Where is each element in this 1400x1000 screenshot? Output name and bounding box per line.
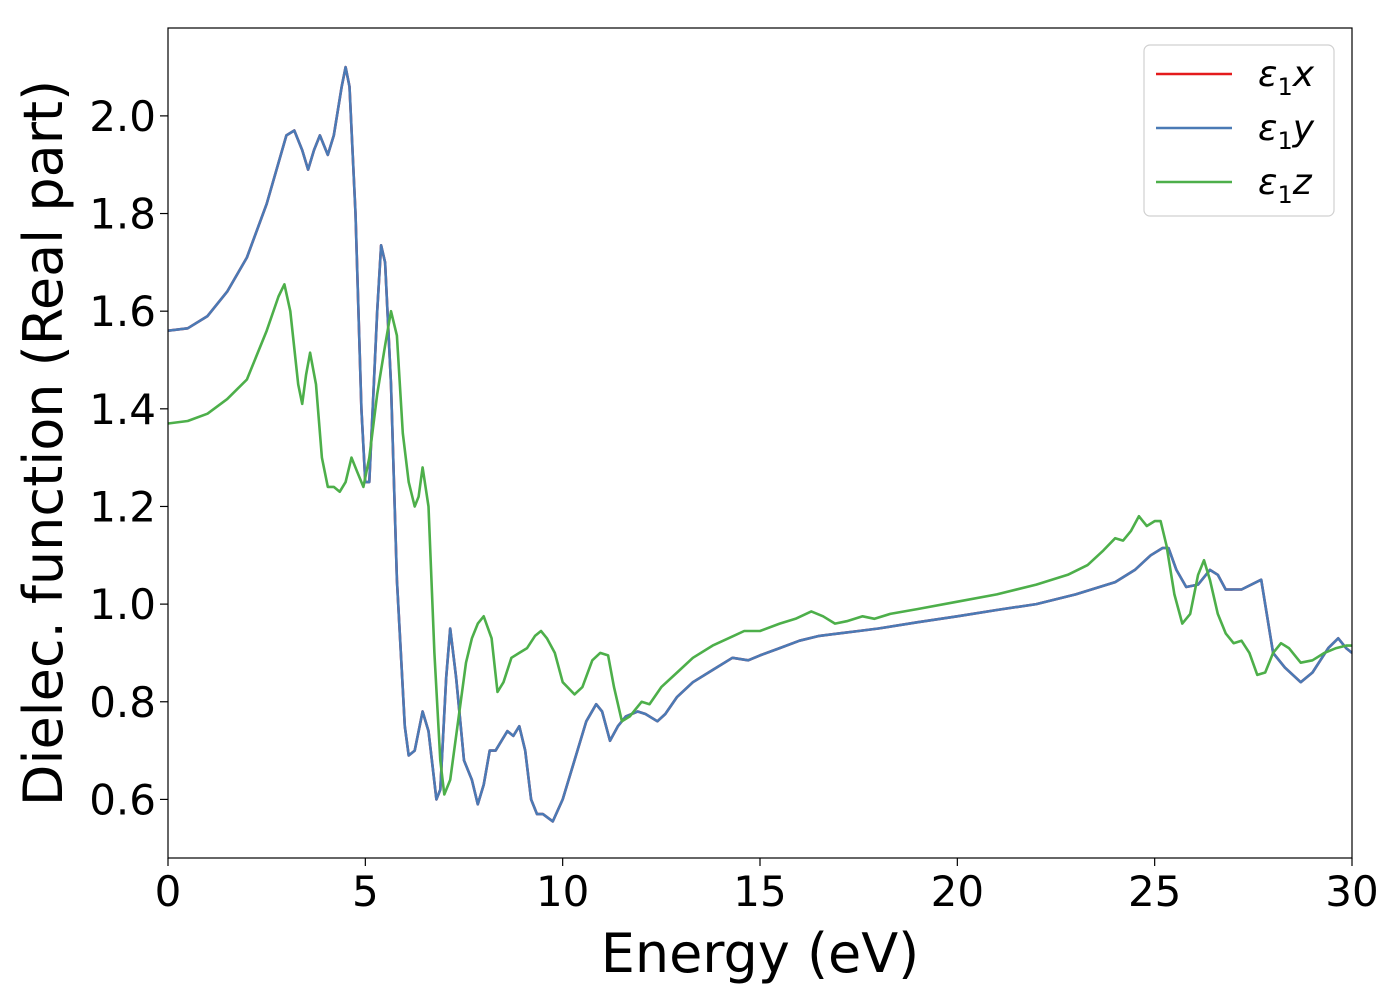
legend-label-y: ε1y: [1258, 108, 1315, 155]
legend: ε1x ε1y ε1z: [1143, 44, 1335, 217]
legend-label-z: ε1z: [1258, 162, 1313, 209]
x-tick-label: 25: [1128, 867, 1181, 916]
y-tick-label: 1.6: [89, 287, 156, 336]
y-tick-label: 1.4: [89, 385, 156, 434]
y-axis-label: Dielec. function (Real part): [12, 80, 75, 806]
x-axis-ticks: 0 5 10 15 20 25 30: [155, 858, 1379, 916]
x-tick-label: 20: [931, 867, 984, 916]
y-axis-ticks: 0.6 0.8 1.0 1.2 1.4 1.6 1.8 2.0: [89, 92, 168, 824]
x-tick-label: 10: [536, 867, 589, 916]
y-tick-label: 2.0: [89, 92, 156, 141]
y-tick-label: 1.2: [89, 482, 156, 531]
x-tick-label: 5: [352, 867, 379, 916]
y-tick-label: 1.8: [89, 190, 156, 239]
x-tick-label: 30: [1325, 867, 1378, 916]
series-layer: [168, 65, 1352, 823]
x-axis-label: Energy (eV): [601, 922, 920, 985]
y-tick-label: 1.0: [89, 580, 156, 629]
y-tick-label: 0.8: [89, 678, 156, 727]
legend-label-x: ε1x: [1258, 54, 1315, 101]
series-line-y: [168, 65, 1352, 823]
x-tick-label: 0: [155, 867, 182, 916]
x-tick-label: 15: [733, 867, 786, 916]
series-line-z: [168, 282, 1352, 796]
legend-box: [1143, 44, 1335, 217]
y-tick-label: 0.6: [89, 775, 156, 824]
